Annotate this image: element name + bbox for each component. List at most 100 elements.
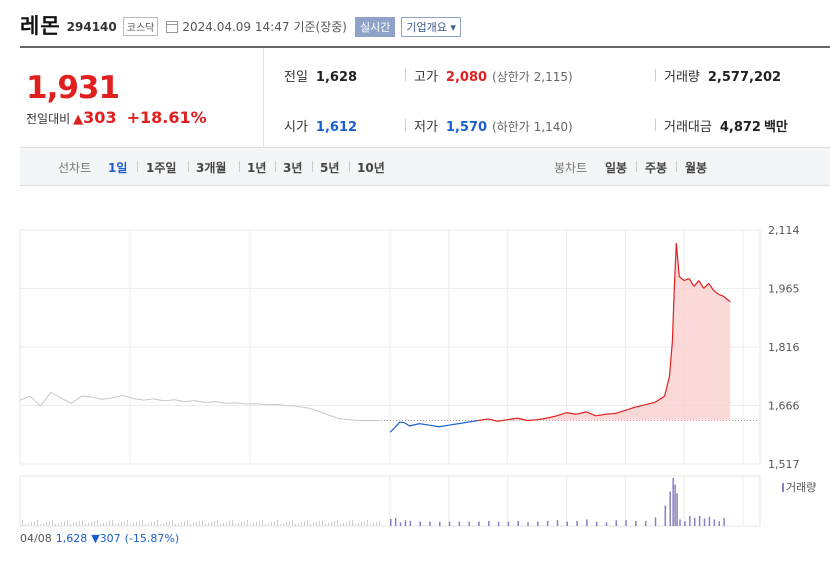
volume-bar <box>139 521 140 526</box>
volume-bar <box>322 520 323 526</box>
chart-grid <box>19 229 761 527</box>
volume-bar <box>199 521 200 526</box>
volume-bar <box>367 520 368 526</box>
tab-daily-candle[interactable]: 일봉 <box>605 161 628 175</box>
volume-bar <box>157 520 158 526</box>
high-price: 고가 2,080 (상한가 2,115) <box>414 70 573 85</box>
volume-bar <box>672 478 674 526</box>
tab-3year[interactable]: 3년 <box>283 161 303 175</box>
volume-bar <box>546 520 549 526</box>
realtime-button[interactable]: 실시간 <box>355 16 396 37</box>
price-segment <box>634 404 646 408</box>
volume-bar <box>25 524 26 526</box>
volume-bar <box>22 520 23 526</box>
volume-bar <box>163 523 164 526</box>
stock-code: 294140 <box>66 20 117 34</box>
price-segment <box>566 412 577 415</box>
price-segment <box>536 417 547 421</box>
volume-bar <box>127 520 128 526</box>
change-value: 303 <box>83 108 117 127</box>
volume-bar <box>148 523 149 526</box>
price-segment <box>478 418 489 422</box>
volume-bar <box>94 521 95 526</box>
price-segment <box>458 421 469 425</box>
price-segment <box>675 243 680 277</box>
volume-bar <box>145 524 146 526</box>
volume-bar <box>488 520 490 526</box>
company-overview-button[interactable]: 기업개요 ▾ <box>401 16 461 37</box>
volume-bar <box>154 521 155 526</box>
volume-bar <box>295 524 296 526</box>
volume-bar <box>625 520 627 526</box>
basis-text: 기준(장중) <box>293 20 347 34</box>
divider <box>239 161 240 172</box>
volume-bar <box>34 521 35 526</box>
volume-bar <box>689 516 691 526</box>
rise-fill <box>390 243 731 421</box>
volume-bar <box>674 484 676 526</box>
up-triangle-icon: ▲ <box>73 112 84 127</box>
volume-bar <box>676 493 678 526</box>
current-price-box: 1,931 전일대비 ▲ 303 +18.61% <box>20 48 264 148</box>
tab-3month[interactable]: 3개월 <box>196 161 227 175</box>
divider <box>137 161 138 172</box>
price-segment <box>556 412 567 417</box>
price-segment <box>419 423 430 426</box>
tab-1year[interactable]: 1년 <box>247 161 267 175</box>
volume-bar <box>313 523 314 526</box>
volume-bar <box>55 524 56 526</box>
volume-bar <box>271 522 272 526</box>
tab-10year[interactable]: 10년 <box>357 161 385 175</box>
tab-1week[interactable]: 1주일 <box>146 161 177 175</box>
price-segment <box>546 415 557 419</box>
price-segment <box>663 376 671 397</box>
tab-5year[interactable]: 5년 <box>320 161 340 175</box>
volume-bar <box>220 524 221 526</box>
volume-bar <box>331 522 332 526</box>
volume-bar <box>328 523 329 526</box>
volume-bar <box>595 521 598 526</box>
datetime: 2024.04.09 14:47 <box>182 19 290 34</box>
price-segment <box>708 282 715 291</box>
trade-amount: 거래대금 4,872 백만 <box>664 120 788 135</box>
volume-bar <box>497 521 500 526</box>
price-segment <box>693 280 700 287</box>
y-tick-label: 1,816 <box>768 341 800 354</box>
price-segment <box>688 278 695 287</box>
volume-bar <box>223 523 224 526</box>
volume-bar <box>310 524 311 526</box>
volume-bar <box>307 520 308 526</box>
volume-bar <box>404 520 407 526</box>
tab-1day[interactable]: 1일 <box>108 161 128 175</box>
stock-header: 레몬 294140 코스닥 2024.04.09 14:47 기준(장중) 실시… <box>20 10 461 40</box>
y-tick-label: 1,965 <box>768 283 800 296</box>
volume-bar <box>109 521 110 526</box>
change-label: 전일대비 <box>26 112 71 126</box>
volume-bar <box>265 524 266 526</box>
volume-bar <box>46 522 47 526</box>
volume-bar <box>669 491 671 526</box>
volume-bar <box>79 521 80 526</box>
volume-bar <box>160 524 161 526</box>
volume-bar <box>85 524 86 526</box>
tab-weekly-candle[interactable]: 주봉 <box>645 161 668 175</box>
volume-bar <box>238 523 239 526</box>
volume-bar <box>217 520 218 526</box>
volume-bar <box>193 523 194 526</box>
volume-bar <box>283 523 284 526</box>
volume-bar <box>181 522 182 526</box>
volume-bar <box>208 523 209 526</box>
volume-bar <box>286 522 287 526</box>
volume-bar <box>244 521 245 526</box>
price-segment <box>487 418 499 422</box>
volume-bar <box>241 522 242 526</box>
volume-bar <box>566 521 568 526</box>
volume-bar <box>97 520 98 526</box>
tab-monthly-candle[interactable]: 월봉 <box>685 161 708 175</box>
prev-day-date: 04/08 <box>20 532 52 545</box>
volume-bar <box>226 522 227 526</box>
volume-bar <box>187 520 188 526</box>
open-price: 시가 1,612 <box>284 120 358 135</box>
volume-bar <box>28 523 29 526</box>
